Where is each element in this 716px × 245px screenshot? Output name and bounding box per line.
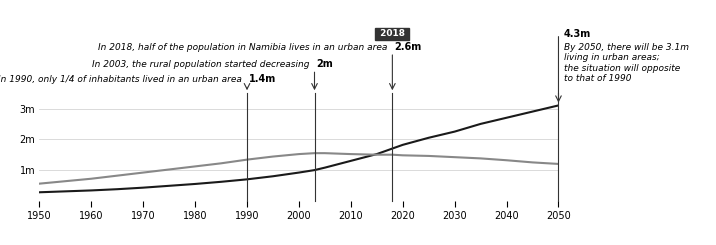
Text: 4.3m: 4.3m — [563, 29, 591, 39]
Text: By 2050, there will be 3.1m
living in urban areas;
the situation will opposite
t: By 2050, there will be 3.1m living in ur… — [563, 43, 689, 83]
Text: 1.4m: 1.4m — [248, 74, 276, 85]
Text: In 2003, the rural population started decreasing: In 2003, the rural population started de… — [92, 60, 309, 69]
Text: 2018: 2018 — [377, 29, 408, 38]
Text: In 2018, half of the population in Namibia lives in an urban area: In 2018, half of the population in Namib… — [98, 43, 387, 52]
Text: 2.6m: 2.6m — [394, 42, 421, 52]
Text: 2m: 2m — [316, 59, 333, 69]
Text: In 1990, only 1/4 of inhabitants lived in an urban area: In 1990, only 1/4 of inhabitants lived i… — [0, 75, 242, 85]
